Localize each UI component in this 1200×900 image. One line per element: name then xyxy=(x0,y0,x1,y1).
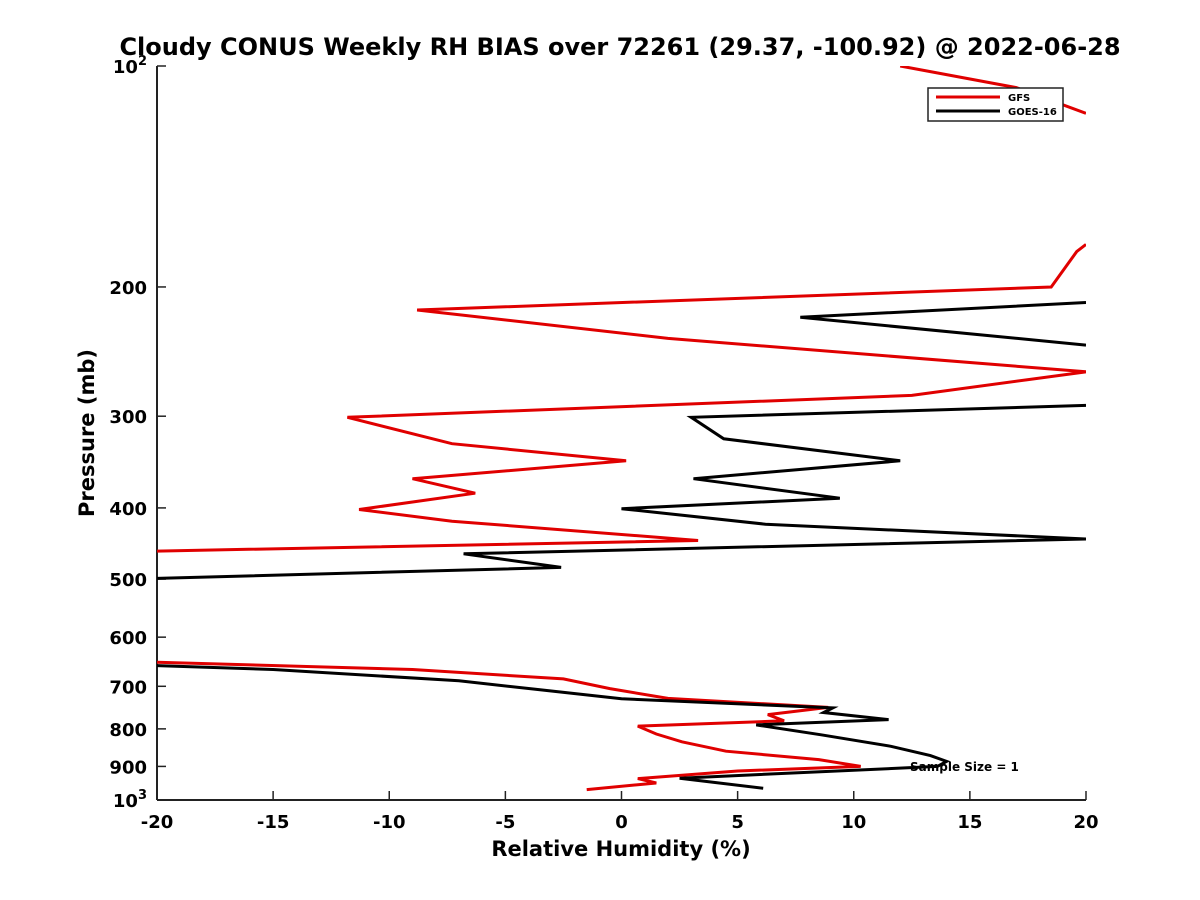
series-line-goes-16 xyxy=(157,403,1086,580)
y-tick-label: 200 xyxy=(109,278,147,299)
series-line-goes-16 xyxy=(157,664,951,790)
y-tick-label: 500 xyxy=(109,570,147,591)
y-tick-label: 800 xyxy=(109,720,147,741)
y-tick-label: 600 xyxy=(109,628,147,649)
x-tick-label: -5 xyxy=(495,812,515,833)
y-tick-label: 103 xyxy=(113,788,147,812)
x-tick-label: -10 xyxy=(373,812,406,833)
x-tick-label: -15 xyxy=(257,812,290,833)
legend-box xyxy=(927,87,1064,122)
series-line-gfs xyxy=(157,243,1086,553)
y-tick-label: 102 xyxy=(113,54,147,78)
x-tick-label: 20 xyxy=(1073,812,1098,833)
x-tick-label: 0 xyxy=(615,812,628,833)
plot-area: -20 -15 -10 -5 0 5 10 15 20 102 200 300 400 500 600 700… xyxy=(109,54,1098,833)
x-tick-label: 15 xyxy=(957,812,982,833)
y-tick-label: 300 xyxy=(109,407,147,428)
x-tick-label: 5 xyxy=(731,812,744,833)
sample-size-annotation: Sample Size = 1 xyxy=(910,760,1019,774)
y-tick-label: 900 xyxy=(109,757,147,778)
y-axis-label: Pressure (mb) xyxy=(75,349,99,517)
series-line-gfs xyxy=(157,660,861,792)
y-tick-label: 700 xyxy=(109,677,147,698)
legend-label-goes-16: GOES-16 xyxy=(1008,107,1057,118)
chart-title: Cloudy CONUS Weekly RH BIAS over 72261 (… xyxy=(119,33,1120,61)
y-tick-label: 400 xyxy=(109,499,147,520)
x-tick-label: 10 xyxy=(841,812,866,833)
x-axis-label: Relative Humidity (%) xyxy=(491,837,750,861)
series-line-goes-16 xyxy=(800,301,1086,347)
legend-label-gfs: GFS xyxy=(1008,93,1030,104)
x-tick-label: -20 xyxy=(141,812,174,833)
